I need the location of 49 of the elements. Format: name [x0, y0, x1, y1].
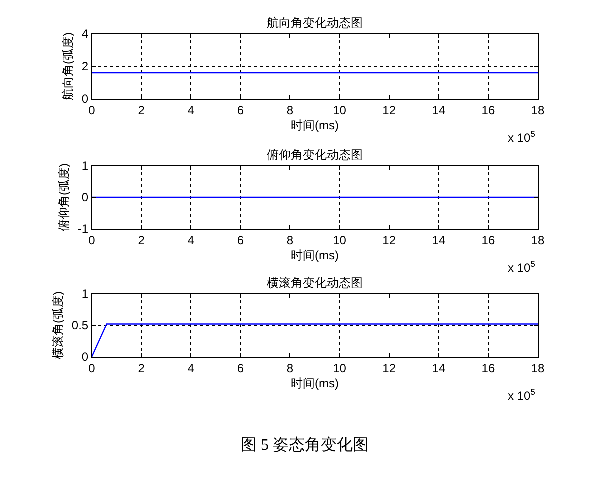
caption: 图 5 姿态角变化图 — [241, 436, 369, 454]
y-tick-label: 0.5 — [72, 318, 89, 333]
x-tick-label: 16 — [482, 103, 496, 118]
x-tick-label: 2 — [138, 233, 146, 248]
x-tick-label: 10 — [333, 361, 347, 376]
y-tick-label: 1 — [82, 287, 89, 302]
y-axis-title: 俯仰角(弧度) — [57, 164, 72, 232]
x-tick-label: 4 — [188, 103, 195, 118]
y-tick-label: 2 — [82, 60, 89, 74]
x-tick-label: 2 — [138, 103, 146, 118]
x-tick-label: 8 — [286, 233, 294, 248]
chart-title: 俯仰角变化动态图 — [267, 148, 363, 162]
x-tick-label: 6 — [237, 361, 244, 376]
x-axis-title: 时间(ms) — [291, 248, 339, 262]
x-tick-label: 10 — [333, 103, 347, 118]
x-tick-label: 16 — [482, 361, 496, 376]
y-tick-label: 0 — [82, 190, 89, 205]
x-tick-label: 12 — [382, 233, 396, 248]
x-tick-label: 14 — [432, 103, 446, 118]
x-tick-label: 4 — [188, 361, 195, 376]
x-tick-label: 4 — [188, 233, 195, 248]
x-tick-label: 12 — [382, 103, 396, 118]
x-tick-label: 8 — [286, 361, 294, 376]
y-tick-label: 0 — [82, 350, 89, 364]
x-axis-title: 时间(ms) — [291, 118, 339, 132]
x-tick-label: 18 — [531, 103, 545, 118]
chart-title: 航向角变化动态图 — [267, 16, 363, 30]
x-tick-label: 18 — [531, 361, 545, 376]
x-tick-label: 10 — [333, 233, 347, 248]
text: x 10$^{5}$ — [508, 259, 536, 276]
x-tick-label: 6 — [237, 233, 244, 248]
y-tick-label: 4 — [82, 27, 89, 42]
y-tick-label: -1 — [78, 222, 89, 236]
x-tick-label: 6 — [237, 103, 244, 118]
y-axis-title: 横滚角(弧度) — [51, 292, 66, 360]
x-tick-label: 14 — [432, 233, 446, 248]
x-axis-title: 时间(ms) — [291, 376, 339, 390]
y-tick-label: 1 — [82, 159, 89, 174]
y-tick-label: 0 — [82, 92, 89, 106]
text: x 10$^{5}$ — [508, 387, 536, 404]
chart-title: 横滚角变化动态图 — [267, 276, 363, 290]
x-tick-label: 2 — [138, 361, 146, 376]
x-tick-label: 18 — [531, 233, 545, 248]
x-tick-label: 14 — [432, 361, 446, 376]
x-tick-label: 12 — [382, 361, 396, 376]
y-axis-title: 航向角(弧度) — [61, 32, 76, 100]
x-tick-label: 16 — [482, 233, 496, 248]
x-tick-label: 8 — [286, 103, 294, 118]
text: x 10$^{5}$ — [508, 129, 536, 146]
